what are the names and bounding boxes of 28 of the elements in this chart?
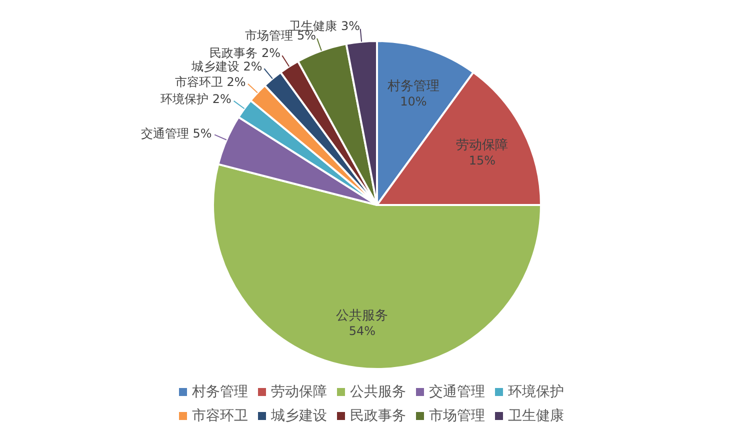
slice-label: 公共服务 [336, 308, 388, 324]
legend-label: 民政事务 [349, 407, 406, 426]
slice-label: 市容环卫 [174, 74, 223, 89]
legend-label: 市容环卫 [191, 407, 248, 426]
slice-label: 环境保护 [160, 92, 209, 106]
legend-label: 环境保护 [507, 383, 564, 402]
data-label: 15% [468, 153, 496, 168]
legend-label: 交通管理 [428, 383, 485, 402]
legend-label: 劳动保障 [270, 383, 327, 402]
legend-label: 城乡建设 [270, 407, 327, 426]
data-label: 2% [226, 74, 246, 89]
slice-label: 交通管理 [140, 126, 189, 141]
data-label: 3% [341, 18, 360, 33]
data-label: 54% [348, 324, 376, 338]
slice-label: 民政事务 [210, 46, 258, 60]
legend-label: 公共服务 [349, 383, 406, 402]
slice-label: 市场管理 [245, 28, 294, 43]
legend-label: 村务管理 [191, 383, 248, 402]
data-label: 2% [262, 46, 281, 60]
slice-label: 城乡建设 [191, 59, 240, 74]
data-label: 2% [243, 59, 262, 74]
legend-label: 卫生健康 [507, 407, 564, 426]
slice-label: 劳动保障 [456, 138, 508, 153]
legend-label: 市场管理 [428, 407, 485, 426]
data-label: 5% [192, 126, 212, 141]
slice-label: 村务管理 [386, 79, 440, 94]
data-label: 10% [400, 94, 427, 109]
data-label: 2% [212, 92, 232, 106]
